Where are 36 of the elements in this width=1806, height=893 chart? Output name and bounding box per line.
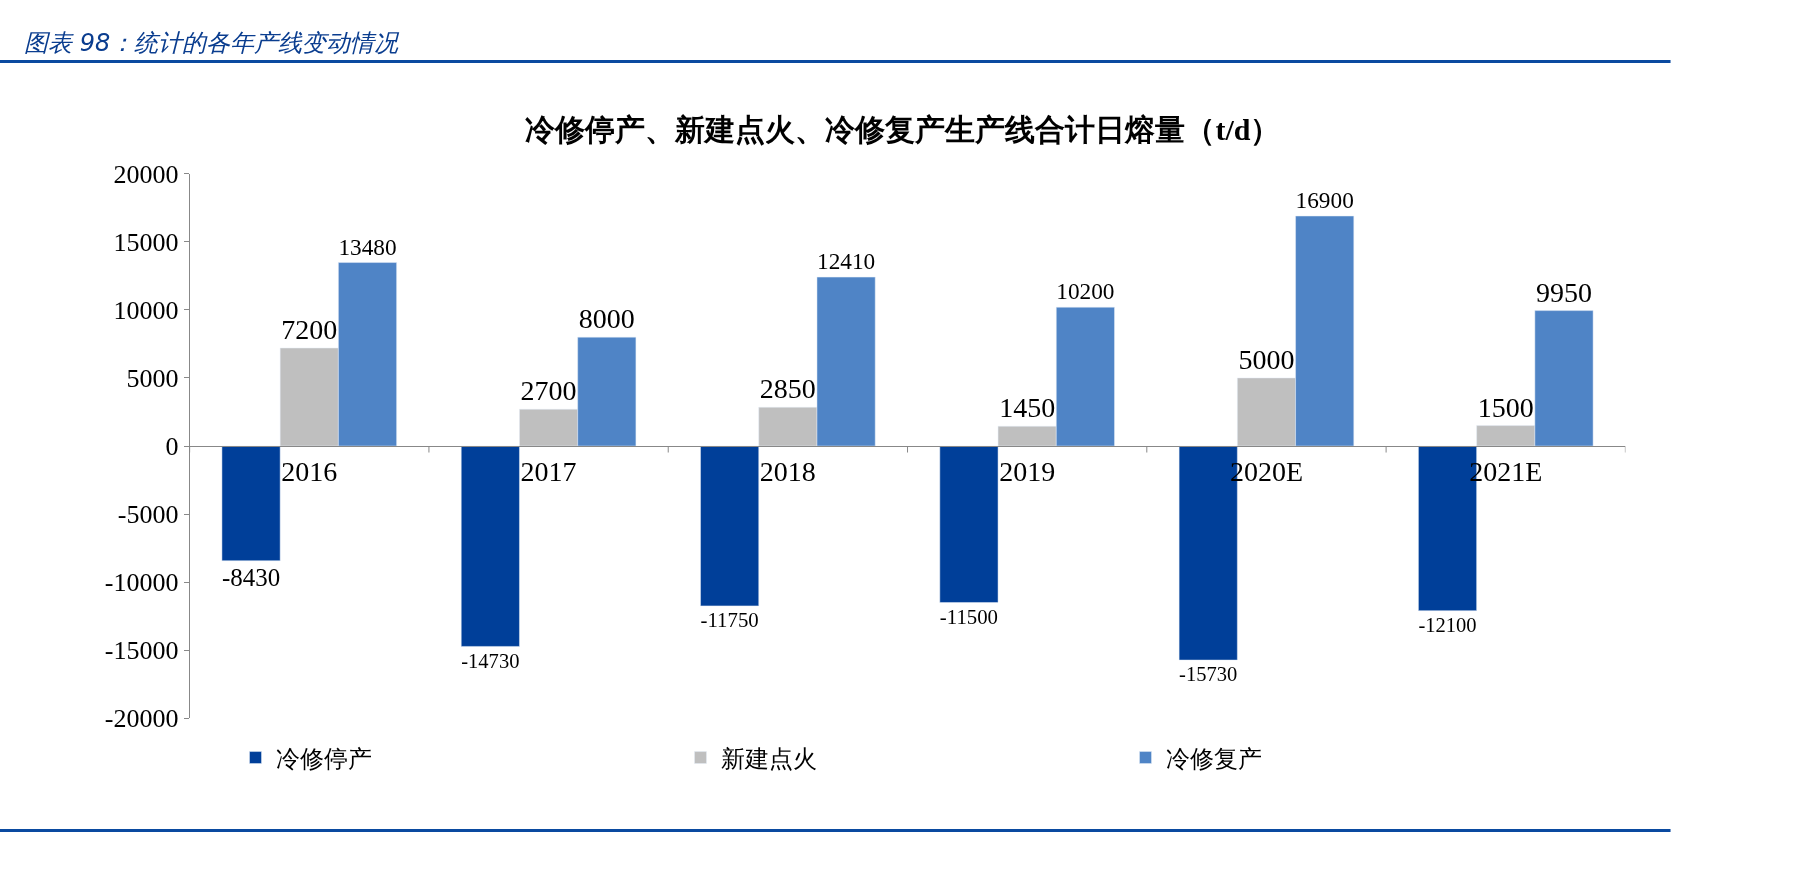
data-label: -11750 bbox=[700, 608, 759, 633]
chart-title: 冷修停产、新建点火、冷修复产生产线合计日熔量（t/d） bbox=[525, 112, 1281, 146]
x-tick-label: 2019 bbox=[999, 455, 1056, 487]
data-label: 2700 bbox=[520, 375, 577, 407]
y-tick-label: 10000 bbox=[113, 296, 179, 326]
data-label: 8000 bbox=[578, 303, 635, 335]
x-tick-label: 2017 bbox=[520, 455, 577, 487]
data-label: -14730 bbox=[461, 649, 520, 672]
text: 图表 98：统计的各年产线变动情况 bbox=[24, 29, 401, 57]
y-tick-label: -5000 bbox=[117, 500, 179, 530]
data-label: 1500 bbox=[1477, 391, 1534, 423]
legend-label: 新建点火 bbox=[720, 744, 817, 773]
data-label: -15730 bbox=[1179, 663, 1238, 686]
data-label: 2850 bbox=[759, 373, 816, 405]
x-tick-label: 2018 bbox=[759, 455, 816, 487]
data-label: 9950 bbox=[1535, 276, 1592, 308]
y-tick-label: 20000 bbox=[113, 159, 179, 189]
data-label: 7200 bbox=[281, 314, 338, 346]
data-label: 1450 bbox=[999, 392, 1056, 424]
data-label: 16900 bbox=[1295, 187, 1354, 214]
data-label: -11500 bbox=[939, 605, 999, 630]
data-label: -8430 bbox=[221, 564, 281, 591]
y-tick-label: -20000 bbox=[104, 704, 179, 734]
y-tick-label: 15000 bbox=[113, 227, 179, 257]
y-tick-label: -10000 bbox=[104, 568, 179, 598]
data-label: 10200 bbox=[1056, 278, 1115, 305]
legend-label: 冷修停产 bbox=[275, 744, 372, 773]
data-label: 12410 bbox=[816, 248, 876, 275]
legend-label: 冷修复产 bbox=[1165, 744, 1262, 773]
y-tick-label: 0 bbox=[165, 432, 179, 462]
y-tick-label: -15000 bbox=[104, 636, 179, 666]
data-label: 5000 bbox=[1238, 343, 1295, 375]
x-tick-label: 2016 bbox=[281, 455, 338, 487]
data-label: -12100 bbox=[1418, 614, 1477, 637]
y-tick-label: 5000 bbox=[126, 364, 179, 394]
data-label: 13480 bbox=[338, 233, 397, 260]
